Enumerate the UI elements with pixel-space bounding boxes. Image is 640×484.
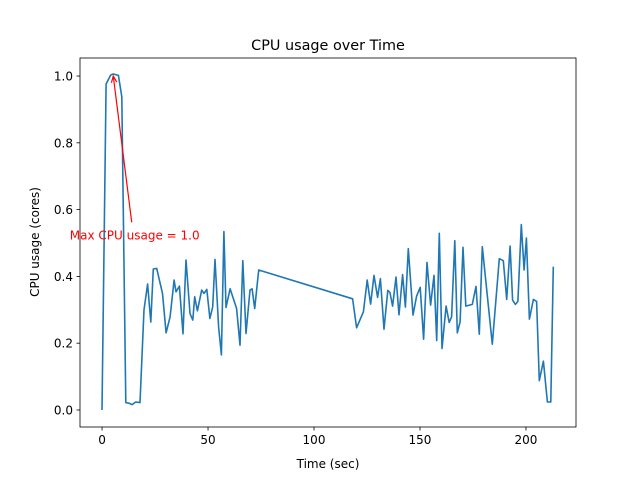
x-tick-label: 100	[303, 433, 326, 447]
x-tick-label: 150	[409, 433, 432, 447]
max-annotation: Max CPU usage = 1.0	[70, 74, 200, 242]
y-tick-label: 0.2	[54, 337, 73, 351]
x-tick-label: 50	[200, 433, 215, 447]
y-tick-label: 0.8	[54, 136, 73, 150]
y-tick-label: 0.4	[54, 270, 73, 284]
chart-title: CPU usage over Time	[251, 38, 405, 54]
plot-area	[101, 73, 555, 411]
annotation-text: Max CPU usage = 1.0	[70, 228, 200, 242]
y-tick-label: 0.0	[54, 403, 73, 417]
series-line-cpu-usage	[101, 73, 555, 411]
y-axis: 0.0 0.2 0.4 0.6 0.8 1.0	[54, 70, 80, 417]
y-axis-label: CPU usage (cores)	[28, 187, 42, 297]
x-axis-label: Time (sec)	[296, 457, 360, 471]
x-tick-label: 0	[98, 433, 106, 447]
x-axis: 0 50 100 150 200	[98, 427, 537, 447]
y-tick-label: 0.6	[54, 203, 73, 217]
y-tick-label: 1.0	[54, 70, 73, 84]
annotation-arrowhead	[110, 74, 118, 83]
annotation-arrow	[112, 75, 133, 223]
x-tick-label: 200	[515, 433, 538, 447]
axes-frame	[79, 57, 577, 428]
